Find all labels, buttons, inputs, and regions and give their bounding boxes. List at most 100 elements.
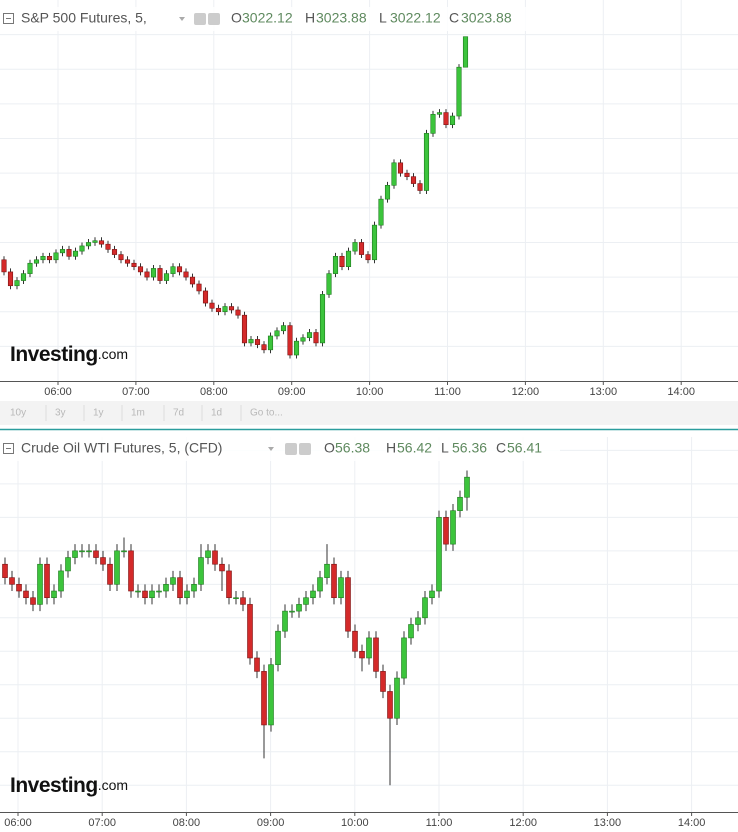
candle-body [394, 677, 400, 719]
candle-body [72, 250, 79, 257]
x-tick-label: 10:00 [341, 817, 369, 829]
candle-body [300, 337, 306, 342]
ohlc-value: 3022.12 [390, 10, 441, 26]
candle-body [326, 273, 332, 295]
candle-body [65, 557, 71, 572]
candle-body [422, 597, 428, 619]
candle-body [261, 671, 267, 726]
settings-icon[interactable] [208, 13, 220, 25]
candle-body [254, 657, 260, 672]
candle-body [456, 66, 462, 117]
candle-body [391, 162, 397, 186]
ohlc-label: H [386, 440, 396, 456]
dropdown-caret[interactable] [179, 17, 185, 21]
ohlc-value: 56.36 [452, 440, 487, 456]
candle-body [248, 339, 254, 344]
candle-body [449, 115, 456, 125]
candle-body [268, 664, 274, 726]
settings-icon[interactable] [299, 443, 311, 455]
ohlc-label: L [441, 440, 449, 456]
candle-body [40, 256, 46, 261]
candle-body [228, 306, 235, 311]
candle-body [79, 550, 85, 553]
candle-body [287, 325, 293, 356]
range-button[interactable]: Go to... [250, 408, 283, 419]
candle-body [310, 590, 316, 599]
candle-body [338, 577, 344, 599]
candle-body [44, 563, 50, 599]
candle-body [384, 185, 391, 200]
candle-body [373, 637, 379, 672]
candle-body [457, 496, 463, 511]
candle-body [293, 340, 300, 356]
candle-body [14, 280, 20, 287]
candle-body [401, 637, 407, 679]
settings-icon[interactable] [285, 443, 297, 455]
dropdown-caret[interactable] [268, 447, 274, 451]
candle-body [366, 637, 372, 659]
candle-body [267, 335, 274, 351]
candle-body [170, 577, 176, 585]
candle-body [371, 224, 378, 261]
candle-body [462, 36, 469, 68]
candle-body [137, 266, 144, 273]
candle-body [100, 557, 106, 565]
candle-body [93, 550, 99, 558]
range-button[interactable]: 1d [211, 408, 222, 419]
candle-body [436, 517, 442, 592]
candle-body [9, 577, 15, 585]
candle-body [59, 249, 66, 254]
range-button[interactable]: 7d [173, 408, 184, 419]
candle-body [233, 597, 239, 600]
range-button[interactable]: 3y [55, 408, 66, 419]
candle-body [415, 617, 421, 625]
watermark-brand: Investing [10, 774, 98, 797]
candle-body [219, 563, 225, 572]
candle-body [66, 249, 72, 257]
range-button[interactable]: 1y [93, 408, 104, 419]
ohlc-value: 3023.88 [461, 10, 512, 26]
ohlc-label: L [379, 10, 387, 26]
candle-body [58, 570, 64, 592]
candle-body [274, 330, 280, 337]
ohlc-value: 3022.12 [242, 10, 293, 26]
candle-body [241, 314, 248, 344]
candle-body [98, 240, 105, 245]
x-tick-label: 13:00 [590, 386, 618, 398]
candle-body [176, 266, 183, 273]
x-tick-label: 08:00 [200, 386, 228, 398]
candle-body [202, 290, 209, 304]
range-button[interactable]: 10y [10, 408, 26, 419]
candle-body [20, 273, 27, 281]
watermark: Investing.com [10, 774, 128, 797]
candle-body [111, 249, 118, 255]
x-tick-label: 11:00 [426, 817, 453, 829]
candle-body [450, 510, 456, 545]
candle-body [436, 112, 443, 115]
candle-body [352, 242, 358, 252]
candle-body [191, 584, 197, 592]
candle-body [358, 242, 365, 255]
candle-body [443, 112, 449, 125]
candle-body [33, 259, 40, 264]
candle-body [378, 198, 384, 226]
candle-body [27, 262, 33, 274]
ohlc-label: O [324, 440, 335, 456]
range-bar [0, 401, 738, 425]
x-tick-label: 12:00 [512, 386, 540, 398]
candle-body [380, 671, 386, 692]
candle-body [189, 276, 196, 285]
panel: 06:00 07:00 08:00 09:00 10:00 11:00 12:00 13:00… [0, 437, 738, 829]
candle-body [417, 183, 423, 191]
candle-body [303, 597, 309, 605]
range-button[interactable]: 1m [131, 408, 145, 419]
candle-body [365, 254, 371, 261]
watermark-suffix: .com [98, 346, 128, 362]
candle-body [212, 550, 218, 565]
candle-body [261, 344, 267, 351]
candle-body [150, 268, 157, 278]
settings-icon[interactable] [194, 13, 206, 25]
candle-body [86, 550, 92, 553]
candle-body [280, 325, 287, 332]
